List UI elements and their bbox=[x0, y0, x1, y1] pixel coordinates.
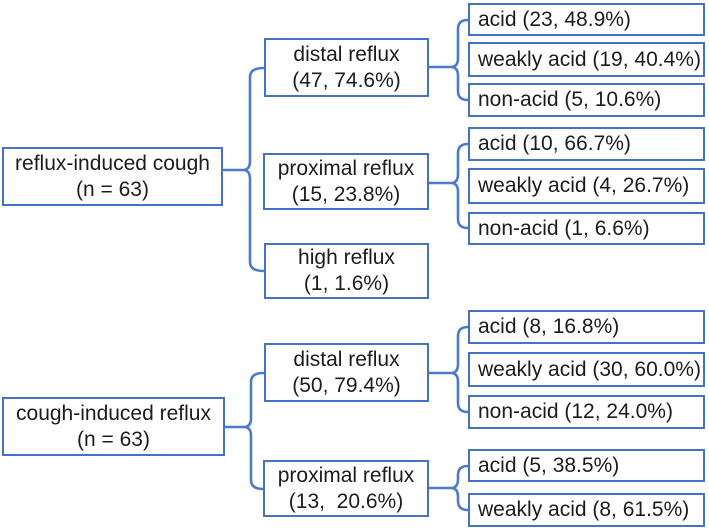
node-proximal-reflux-1: proximal reflux (15, 23.8%) bbox=[263, 153, 429, 210]
node-distal-reflux-2: distal reflux (50, 79.4%) bbox=[264, 343, 429, 402]
connector-brace-root-1 bbox=[221, 66, 266, 273]
connector-brace-distal-2 bbox=[427, 325, 470, 414]
leaf-label: acid (23, 48.9%) bbox=[478, 7, 631, 31]
node-reflux-induced-cough: reflux-induced cough (n = 63) bbox=[2, 147, 223, 206]
leaf-acid-proximal-2: acid (5, 38.5%) bbox=[468, 449, 705, 482]
leaf-non-acid-distal-2: non-acid (12, 24.0%) bbox=[468, 395, 705, 429]
node-cough-induced-reflux: cough-induced reflux (n = 63) bbox=[2, 397, 225, 456]
leaf-label: acid (10, 66.7%) bbox=[478, 132, 631, 155]
leaf-weakly-acid-proximal-2: weakly acid (8, 61.5%) bbox=[468, 493, 705, 527]
leaf-acid-proximal-1: acid (10, 66.7%) bbox=[468, 127, 705, 161]
node-label: cough-induced reflux bbox=[16, 401, 211, 425]
node-sub: (15, 23.8%) bbox=[291, 182, 401, 206]
leaf-label: acid (5, 38.5%) bbox=[478, 453, 620, 477]
leaf-acid-distal-1: acid (23, 48.9%) bbox=[468, 3, 705, 36]
node-sub: (47, 74.6%) bbox=[292, 68, 401, 92]
leaf-weakly-acid-proximal-1: weakly acid (4, 26.7%) bbox=[468, 168, 705, 204]
leaf-label: non-acid (1, 6.6%) bbox=[478, 216, 650, 240]
leaf-label: weakly acid (8, 61.5%) bbox=[478, 498, 690, 521]
node-label: reflux-induced cough bbox=[15, 151, 210, 175]
leaf-non-acid-distal-1: non-acid (5, 10.6%) bbox=[468, 83, 705, 117]
leaf-label: weakly acid (4, 26.7%) bbox=[478, 174, 690, 197]
node-sub: (n = 63) bbox=[77, 427, 150, 451]
node-label: distal reflux bbox=[293, 42, 400, 66]
node-sub: (n = 63) bbox=[76, 177, 149, 201]
node-high-reflux: high reflux (1, 1.6%) bbox=[264, 243, 429, 299]
node-distal-reflux-1: distal reflux (47, 74.6%) bbox=[264, 38, 429, 97]
leaf-non-acid-proximal-1: non-acid (1, 6.6%) bbox=[468, 212, 705, 245]
leaf-label: non-acid (12, 24.0%) bbox=[478, 400, 673, 423]
node-label: distal reflux bbox=[293, 347, 400, 371]
node-sub: (50, 79.4%) bbox=[292, 373, 401, 397]
leaf-label: non-acid (5, 10.6%) bbox=[478, 88, 662, 111]
leaf-weakly-acid-distal-1: weakly acid (19, 40.4%) bbox=[468, 42, 705, 77]
leaf-weakly-acid-distal-2: weakly acid (30, 60.0%) bbox=[468, 352, 705, 387]
connector-brace-proximal-1 bbox=[427, 142, 470, 230]
leaf-label: weakly acid (30, 60.0%) bbox=[478, 357, 701, 381]
leaf-label: acid (8, 16.8%) bbox=[478, 315, 620, 338]
node-sub: (13, 20.6%) bbox=[288, 489, 404, 513]
node-sub: (1, 1.6%) bbox=[303, 272, 390, 295]
connector-brace-proximal-2 bbox=[427, 464, 470, 512]
node-label: proximal reflux bbox=[277, 156, 415, 180]
node-proximal-reflux-2: proximal reflux (13, 20.6%) bbox=[263, 460, 429, 517]
connector-brace-distal-1 bbox=[427, 18, 470, 102]
leaf-label: weakly acid (19, 40.4%) bbox=[478, 47, 701, 71]
node-label: proximal reflux bbox=[277, 463, 415, 487]
connector-brace-root-2 bbox=[223, 371, 265, 491]
leaf-acid-distal-2: acid (8, 16.8%) bbox=[468, 310, 705, 344]
node-label: high reflux bbox=[298, 246, 395, 269]
